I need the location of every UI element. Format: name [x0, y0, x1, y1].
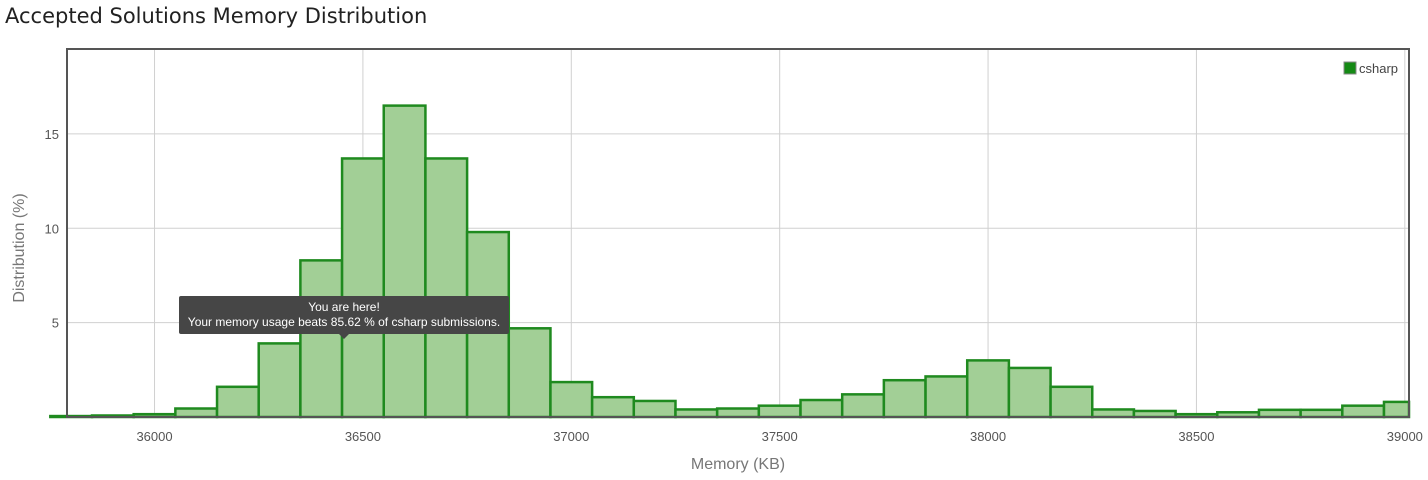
histogram-bar[interactable]	[299, 259, 344, 419]
histogram-bar[interactable]	[340, 157, 385, 419]
y-tick-label: 10	[45, 221, 59, 236]
tooltip-line-1: You are here!	[308, 300, 380, 314]
x-tick-label: 38000	[970, 429, 1006, 444]
y-tick-labels: 5 10 15	[45, 127, 59, 331]
legend[interactable]: csharp	[1343, 61, 1398, 76]
histogram-bar[interactable]	[799, 398, 844, 419]
histogram-bar[interactable]	[924, 375, 969, 419]
histogram-bar[interactable]	[674, 408, 719, 419]
x-tick-label: 38500	[1178, 429, 1214, 444]
histogram-bar[interactable]	[424, 157, 469, 419]
histogram-bar[interactable]	[507, 327, 552, 419]
you-are-here-tooltip: You are here! Your memory usage beats 85…	[179, 296, 509, 339]
tooltip-line-2: Your memory usage beats 85.62 % of cshar…	[187, 315, 501, 329]
x-tick-label: 37500	[762, 429, 798, 444]
x-tick-label: 36500	[345, 429, 381, 444]
histogram-bar[interactable]	[757, 404, 802, 419]
histogram-bar[interactable]	[632, 399, 677, 419]
x-tick-labels: 36000 36500 37000 37500 38000 38500 39000	[136, 429, 1422, 444]
chart-title: Accepted Solutions Memory Distribution	[5, 4, 428, 28]
y-tick-label: 15	[45, 127, 59, 142]
histogram-bar[interactable]	[965, 359, 1011, 419]
histogram-bar[interactable]	[549, 380, 594, 419]
x-axis-label: Memory (KB)	[691, 456, 785, 473]
histogram-bar[interactable]	[590, 395, 636, 419]
x-tick-label: 36000	[136, 429, 172, 444]
y-axis-label: Distribution (%)	[11, 193, 28, 302]
x-tick-label: 37000	[553, 429, 589, 444]
histogram-bar[interactable]	[1382, 400, 1411, 419]
histogram-bar[interactable]	[215, 385, 260, 419]
x-tick-label: 39000	[1387, 429, 1423, 444]
histogram-bar[interactable]	[715, 407, 761, 419]
histogram-bar[interactable]	[1257, 408, 1302, 419]
histogram-bar[interactable]	[840, 393, 886, 419]
y-tick-label: 5	[52, 316, 59, 331]
histogram-bar[interactable]	[1049, 385, 1094, 419]
histogram-bar[interactable]	[257, 342, 302, 419]
legend-swatch-csharp	[1343, 61, 1357, 75]
histogram-bar[interactable]	[1299, 408, 1344, 419]
histogram-bar[interactable]	[1007, 366, 1052, 419]
histogram-bar[interactable]	[1091, 408, 1136, 419]
plot-frame	[66, 48, 1410, 418]
histogram-bar[interactable]	[174, 407, 219, 419]
histogram-bar[interactable]	[382, 104, 427, 419]
histogram-bar[interactable]	[882, 378, 927, 419]
histogram-bar[interactable]	[1341, 404, 1386, 419]
bars	[49, 104, 1411, 419]
legend-label-csharp: csharp	[1359, 61, 1398, 76]
